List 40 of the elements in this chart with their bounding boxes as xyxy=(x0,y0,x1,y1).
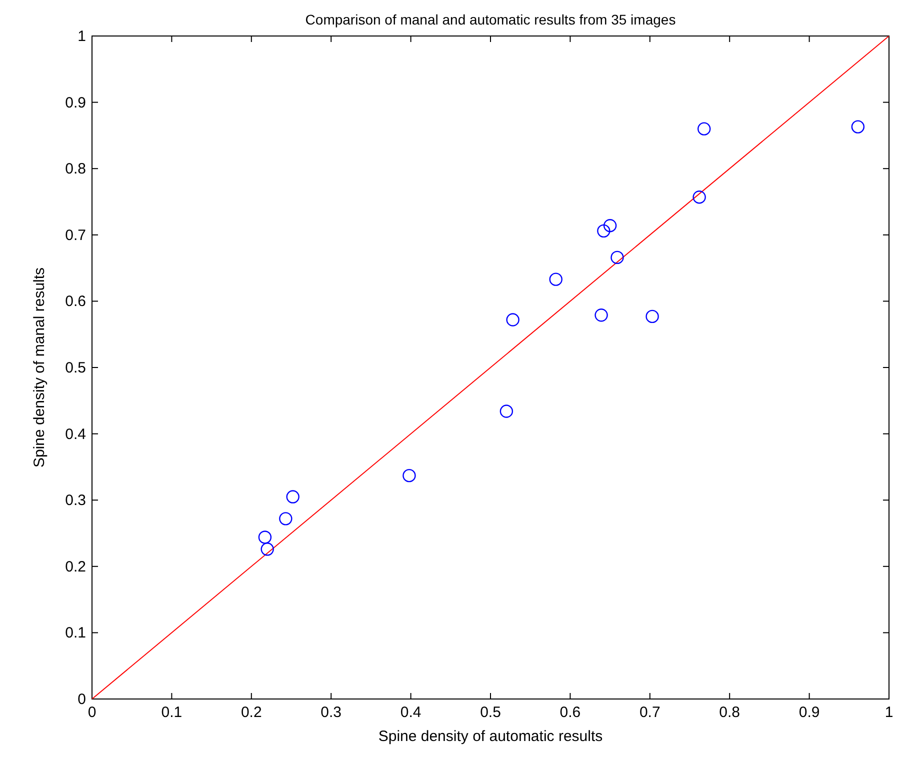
x-tick-label: 0.1 xyxy=(161,704,182,721)
point xyxy=(597,224,610,238)
y-tick-label: 0.5 xyxy=(65,360,86,376)
point xyxy=(646,310,659,324)
chart-title: Comparison of manal and automatic results from 35 images xyxy=(305,11,676,28)
y-tick-label: 0.2 xyxy=(65,558,86,576)
point xyxy=(402,468,416,482)
x-tick-label: 0.7 xyxy=(639,704,660,721)
x-axis-title: Spine density of automatic results xyxy=(378,728,603,745)
point xyxy=(279,512,292,526)
x-tick-label: 1 xyxy=(884,704,894,721)
point xyxy=(603,219,617,232)
point xyxy=(692,190,706,204)
y-tick-label: 0.9 xyxy=(65,94,86,112)
point xyxy=(549,272,562,286)
x-tick-label: 0.8 xyxy=(719,704,740,721)
x-tick-label: 0.5 xyxy=(480,704,501,721)
point xyxy=(260,542,274,556)
point xyxy=(286,490,300,504)
y-tick-label: 1 xyxy=(78,28,86,45)
y-axis-title: Spine density of manal results xyxy=(31,267,48,468)
x-tick-label: 0.2 xyxy=(240,704,262,721)
x-tick-label: 0.4 xyxy=(400,704,422,721)
point xyxy=(594,308,608,322)
point xyxy=(258,530,272,544)
x-tick-label: 0.9 xyxy=(798,704,820,721)
point xyxy=(851,120,865,134)
point xyxy=(506,313,520,326)
y-tick-label: 0.1 xyxy=(65,624,86,642)
x-tick-label: 0.3 xyxy=(320,704,342,721)
y-tick-label: 0.6 xyxy=(65,293,86,310)
y-tick-label: 0.3 xyxy=(65,492,86,510)
point xyxy=(610,250,624,264)
point xyxy=(500,404,514,418)
y-tick-label: 0.4 xyxy=(65,426,86,443)
x-tick-label: 0.6 xyxy=(560,704,581,721)
y-tick-label: 0.8 xyxy=(65,160,86,178)
y-tick-label: 0.7 xyxy=(65,226,86,244)
point xyxy=(697,122,711,136)
y-tick-label: 0 xyxy=(78,691,86,708)
